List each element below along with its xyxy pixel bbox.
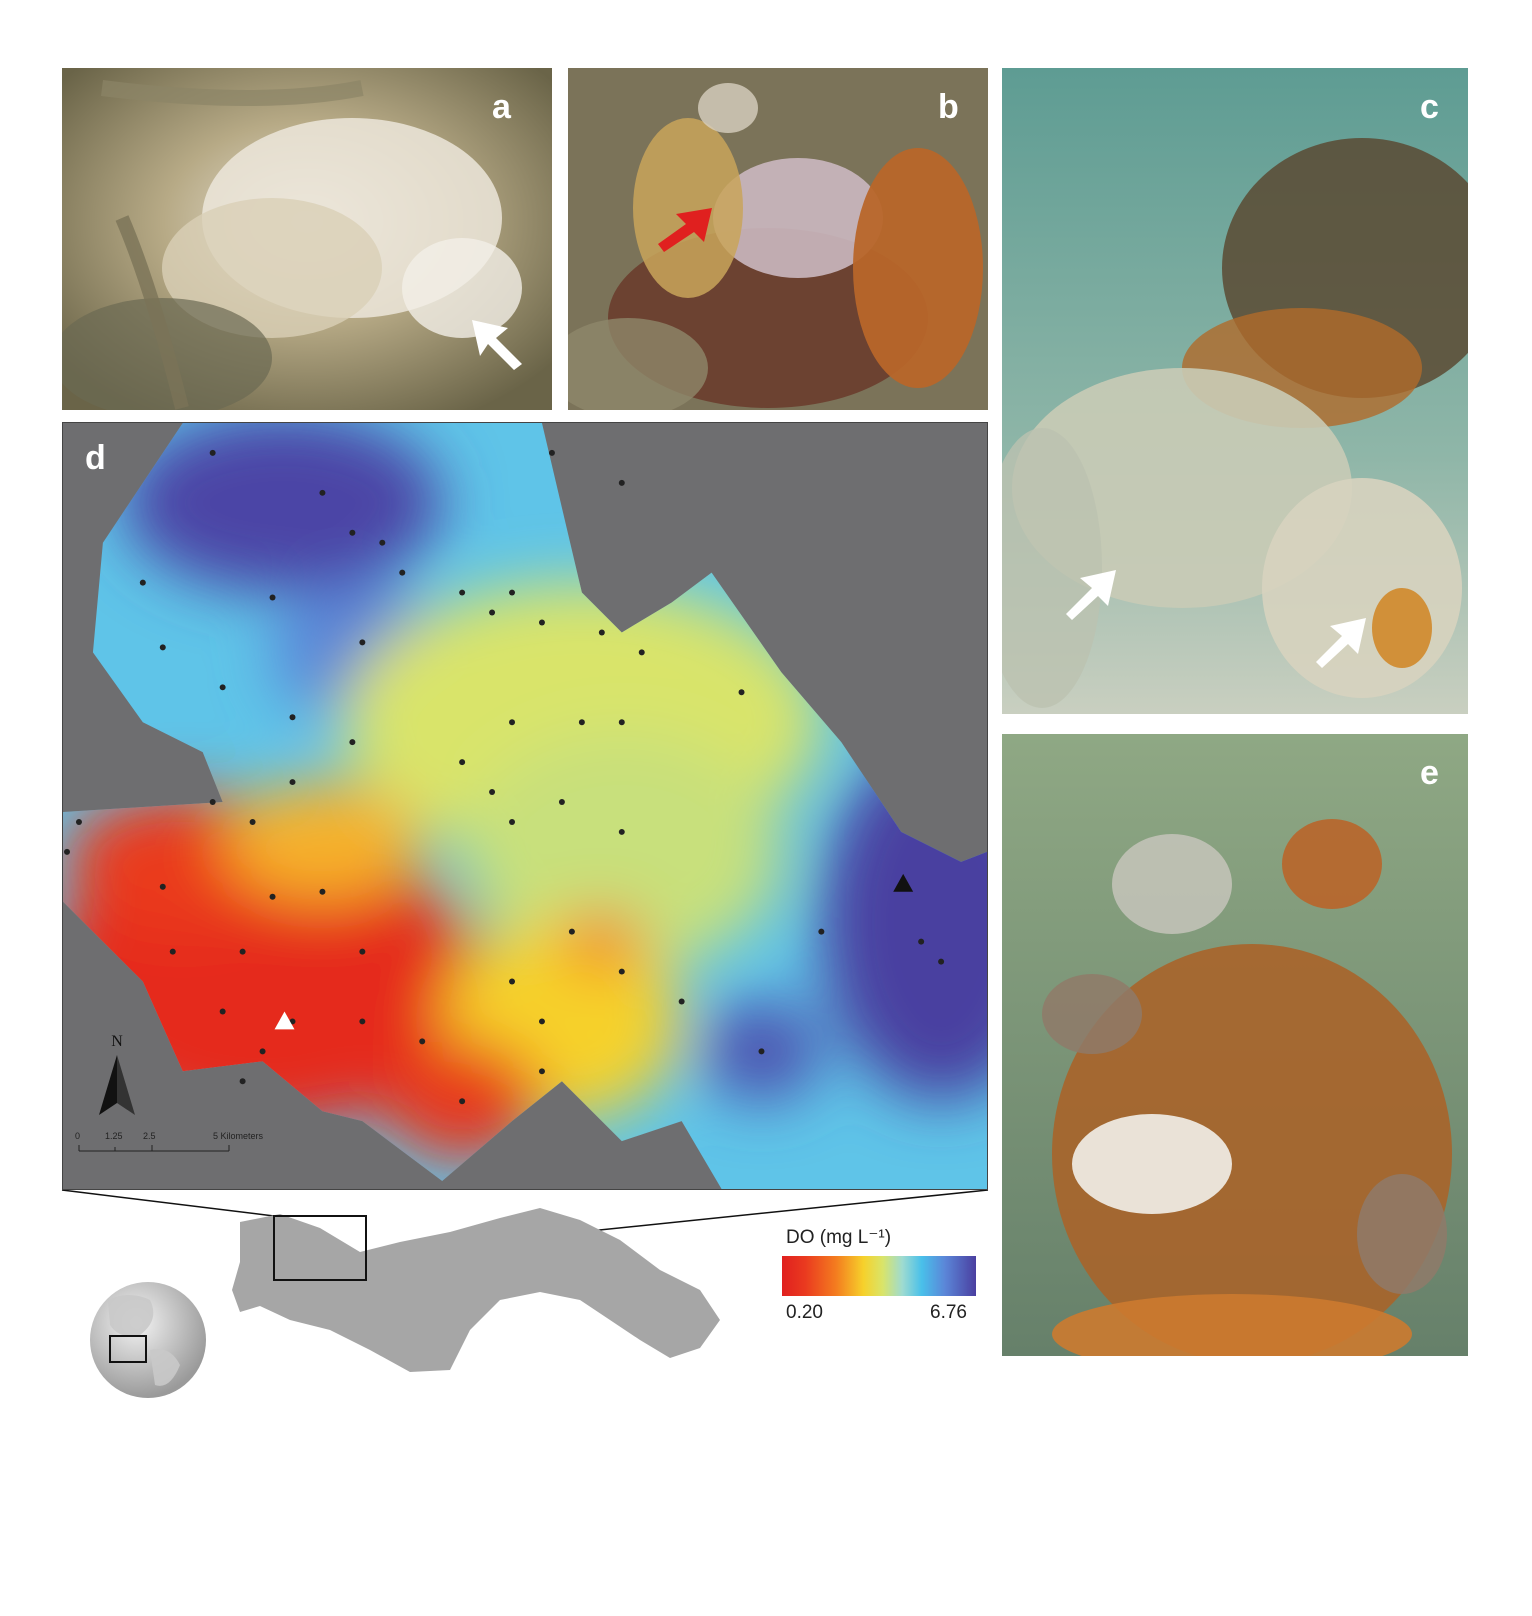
photo-panel-c: c (1002, 68, 1468, 714)
location-overview (61, 1190, 989, 1398)
inset-leader-line (61, 1190, 275, 1217)
photo-panel-b: b (568, 68, 988, 410)
panel-label-b: b (938, 88, 959, 126)
panel-label-e: e (1420, 754, 1439, 792)
scale-tick-2: 2.5 (143, 1131, 156, 1141)
scale-tick-1: 1.25 (105, 1131, 123, 1141)
station-triangle-icon (274, 1011, 295, 1030)
legend-title: DO (mg L⁻¹) (786, 1227, 892, 1248)
coral-photo-c (1002, 68, 1468, 714)
north-arrow-icon (99, 1055, 135, 1115)
white-arrow-icon (472, 320, 522, 370)
legend-min-value: 0.20 (786, 1302, 823, 1323)
scale-bar (78, 1145, 230, 1152)
photo-panel-e: e (1002, 734, 1468, 1356)
station-triangle-icon (893, 873, 914, 892)
legend-color-ramp (782, 1256, 976, 1296)
white-arrow-icon (1316, 618, 1366, 668)
sample-points (63, 449, 945, 1105)
north-label: N (111, 1033, 123, 1050)
coral-photo-a (62, 68, 552, 410)
panel-label-d: d (85, 439, 106, 477)
dissolved-oxygen-map (63, 423, 987, 1189)
panel-label-a: a (492, 88, 511, 126)
scale-tick-3: 5 Kilometers (213, 1131, 264, 1141)
panama-outline (232, 1208, 720, 1372)
photo-panel-a: a (62, 68, 552, 410)
coral-photo-e (1002, 734, 1468, 1356)
legend-max-value: 6.76 (930, 1302, 967, 1323)
red-arrow-icon (658, 208, 712, 252)
globe-region-box (109, 1335, 147, 1363)
do-map-panel: d N 0 1.25 2.5 5 Kilometers (62, 422, 988, 1190)
coral-photo-b (568, 68, 988, 410)
white-arrow-icon (1066, 570, 1116, 620)
panel-label-c: c (1420, 88, 1439, 126)
scale-tick-0: 0 (75, 1131, 81, 1141)
study-area-box (273, 1215, 367, 1281)
